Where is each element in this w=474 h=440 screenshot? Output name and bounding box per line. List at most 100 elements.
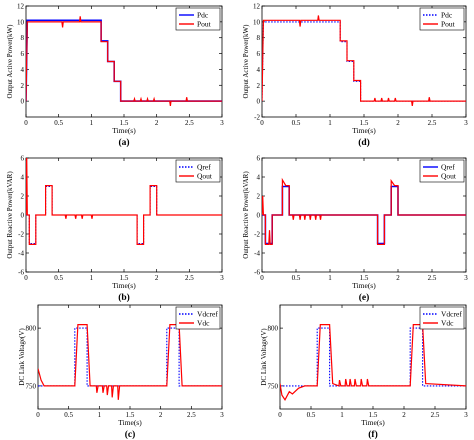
series-line-pdc: [262, 21, 466, 102]
legend-label: Vdc: [441, 319, 454, 328]
y-tick-label: -4: [254, 250, 260, 258]
y-tick-label: -6: [254, 269, 260, 277]
x-tick-label: 3: [464, 119, 468, 127]
legend-label: Pout: [441, 20, 456, 29]
y-tick-label: 0: [257, 212, 261, 220]
x-tick-label: 0.5: [64, 411, 73, 419]
x-tick-label: 0: [36, 411, 40, 419]
y-tick-label: 6: [257, 155, 261, 163]
y-axis-label: Output Reactive Power(kVAR): [6, 171, 14, 259]
chart-panel-1: 0 0.5 1 1.5 2 2.5 3-2024681012PdcPoutTime(s)Ou…: [242, 3, 468, 149]
panel-label: (d): [358, 137, 370, 148]
y-axis-label: DC Link Voltage(V): [260, 328, 268, 386]
legend-label: Vdcref: [441, 310, 462, 319]
x-tick-label: 3: [464, 274, 468, 282]
x-axis-label: Time(s): [112, 281, 136, 290]
panel-label: (b): [118, 292, 130, 303]
y-tick-label: 10: [17, 18, 25, 26]
x-tick-label: 1.5: [126, 411, 135, 419]
x-tick-label: 0.5: [292, 119, 301, 127]
x-axis-label: Time(s): [112, 126, 136, 135]
series-line-pdc: [26, 19, 222, 102]
legend-label: Qref: [197, 163, 211, 172]
series-line-vdc: [280, 324, 466, 401]
x-tick-label: 0.5: [307, 411, 316, 419]
x-tick-label: 3: [220, 411, 224, 419]
x-tick-label: 2.5: [185, 274, 194, 282]
y-tick-label: 8: [257, 34, 261, 42]
legend-label: Pdc: [441, 11, 453, 20]
y-tick-label: 6: [21, 50, 25, 58]
y-tick-label: -2: [254, 114, 260, 122]
legend-label: Pdc: [197, 11, 209, 20]
panel-label: (a): [118, 137, 129, 148]
x-axis-label: Time(s): [361, 418, 385, 427]
x-tick-label: 2: [402, 411, 406, 419]
x-tick-label: 0: [278, 411, 282, 419]
x-tick-label: 0: [260, 119, 264, 127]
y-axis-label: Output Active Power(kW): [242, 24, 250, 99]
x-tick-label: 3: [220, 119, 224, 127]
y-tick-label: 4: [257, 66, 261, 74]
x-tick-label: 2: [155, 119, 159, 127]
legend-label: Vdcref: [197, 310, 218, 319]
x-tick-label: 0.5: [54, 119, 63, 127]
y-axis-label: Output Active Power(kW): [6, 24, 14, 99]
x-tick-label: 1: [90, 119, 94, 127]
x-tick-label: 2.5: [185, 119, 194, 127]
x-tick-label: 2: [396, 274, 400, 282]
x-tick-label: 1: [328, 119, 332, 127]
series-line-vdcref: [280, 327, 466, 387]
x-tick-label: 2: [396, 119, 400, 127]
y-tick-label: 0: [21, 98, 25, 106]
legend-label: Qout: [197, 172, 213, 181]
legend-label: Qref: [441, 163, 455, 172]
legend-label: Qout: [441, 172, 457, 181]
y-tick-label: 4: [21, 66, 25, 74]
x-tick-label: 2.5: [187, 411, 196, 419]
x-tick-label: 1: [340, 411, 344, 419]
y-tick-label: 2: [21, 82, 25, 90]
x-tick-label: 2: [155, 274, 159, 282]
x-tick-label: 1.5: [360, 274, 369, 282]
series-line-pout: [262, 15, 466, 106]
y-tick-label: 800: [26, 325, 37, 333]
y-tick-label: 800: [268, 325, 279, 333]
y-tick-label: 10: [253, 18, 261, 26]
legend-label: Vdc: [197, 319, 210, 328]
x-tick-label: 0: [260, 274, 264, 282]
series-line-qout: [26, 158, 222, 245]
y-tick-label: 750: [26, 382, 37, 390]
y-tick-label: 4: [21, 174, 25, 182]
x-tick-label: 0: [24, 119, 28, 127]
x-tick-label: 1.5: [120, 274, 129, 282]
x-tick-label: 1.5: [120, 119, 129, 127]
series-line-vdc: [38, 324, 222, 400]
legend-label: Pout: [197, 20, 212, 29]
series-line-pout: [26, 16, 222, 106]
x-tick-label: 0: [24, 274, 28, 282]
x-tick-label: 2: [159, 411, 163, 419]
x-axis-label: Time(s): [352, 126, 376, 135]
series-line-vdcref: [38, 327, 222, 387]
x-tick-label: 2.5: [431, 411, 440, 419]
y-tick-label: -6: [18, 269, 24, 277]
y-tick-label: 750: [268, 382, 279, 390]
y-tick-label: 0: [21, 212, 25, 220]
x-tick-label: 1: [328, 274, 332, 282]
x-tick-label: 1.5: [360, 119, 369, 127]
x-tick-label: 0.5: [292, 274, 301, 282]
y-axis-label: Output Reactive Power(kVAR): [242, 171, 250, 259]
x-tick-label: 2.5: [428, 119, 437, 127]
y-tick-label: 2: [257, 82, 261, 90]
x-tick-label: 1: [90, 274, 94, 282]
panel-label: (f): [368, 429, 378, 440]
x-axis-label: Time(s): [118, 418, 142, 427]
y-tick-label: 6: [21, 155, 25, 163]
y-tick-label: 0: [257, 98, 261, 106]
series-line-qref: [26, 185, 222, 245]
y-tick-label: 2: [257, 193, 261, 201]
